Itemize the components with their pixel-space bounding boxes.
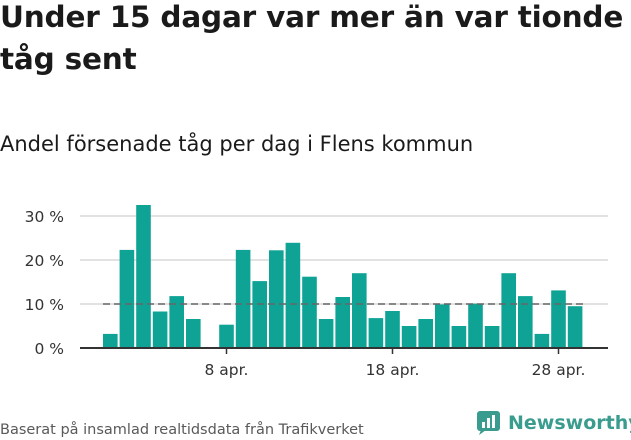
y-tick-label: 20 %	[25, 252, 64, 270]
bar-27[interactable]	[534, 333, 550, 348]
x-tick-label: 18 apr.	[366, 361, 420, 379]
bar-3[interactable]	[136, 205, 151, 348]
y-tick-label: 0 %	[34, 340, 64, 358]
bar-8[interactable]	[219, 324, 234, 348]
bar-28[interactable]	[551, 290, 566, 348]
bar-2[interactable]	[119, 249, 135, 348]
newsworthy-chart-icon	[477, 411, 500, 435]
x-tick-label: 28 apr.	[532, 361, 586, 379]
bar-17[interactable]	[368, 318, 384, 348]
bar-23[interactable]	[468, 303, 483, 348]
bar-5[interactable]	[169, 296, 184, 348]
bar-12[interactable]	[285, 242, 301, 348]
bar-15[interactable]	[335, 297, 350, 348]
newsworthy-logo[interactable]: Newsworthy	[476, 408, 631, 438]
bar-11[interactable]	[269, 250, 284, 348]
bar-10[interactable]	[252, 281, 267, 348]
x-tick-label: 8 apr.	[204, 361, 248, 379]
bar-29[interactable]	[567, 306, 583, 348]
y-axis-ticks: 0 % 10 % 20 % 30 %	[25, 208, 64, 358]
bar-26[interactable]	[518, 296, 533, 348]
grid-lines	[80, 215, 608, 305]
bar-13[interactable]	[302, 276, 317, 348]
bars	[103, 205, 583, 349]
bar-22[interactable]	[451, 326, 467, 348]
chart-title: Under 15 dagar var mer än var tionde tåg…	[0, 0, 624, 76]
bar-14[interactable]	[318, 319, 334, 348]
bar-19[interactable]	[401, 326, 417, 348]
chart-subtitle: Andel försenade tåg per dag i Flens komm…	[0, 132, 474, 156]
bar-6[interactable]	[186, 319, 201, 348]
bar-1[interactable]	[103, 333, 118, 348]
brand-name: Newsworthy	[508, 412, 631, 434]
y-tick-label: 10 %	[25, 296, 64, 314]
bar-16[interactable]	[352, 273, 367, 348]
bar-18[interactable]	[385, 311, 400, 348]
y-tick-label: 30 %	[25, 208, 64, 226]
bar-chart: 0 % 10 % 20 % 30 % 8 apr. 18 apr. 28 apr.	[25, 205, 608, 379]
bar-24[interactable]	[484, 326, 500, 348]
bar-21[interactable]	[435, 304, 450, 348]
bar-20[interactable]	[418, 319, 433, 348]
bar-4[interactable]	[152, 311, 168, 349]
bar-9[interactable]	[235, 249, 251, 348]
bar-25[interactable]	[501, 273, 516, 348]
source-note: Baserat på insamlad realtidsdata från Tr…	[0, 422, 364, 438]
x-axis-ticks: 8 apr. 18 apr. 28 apr.	[204, 348, 585, 379]
